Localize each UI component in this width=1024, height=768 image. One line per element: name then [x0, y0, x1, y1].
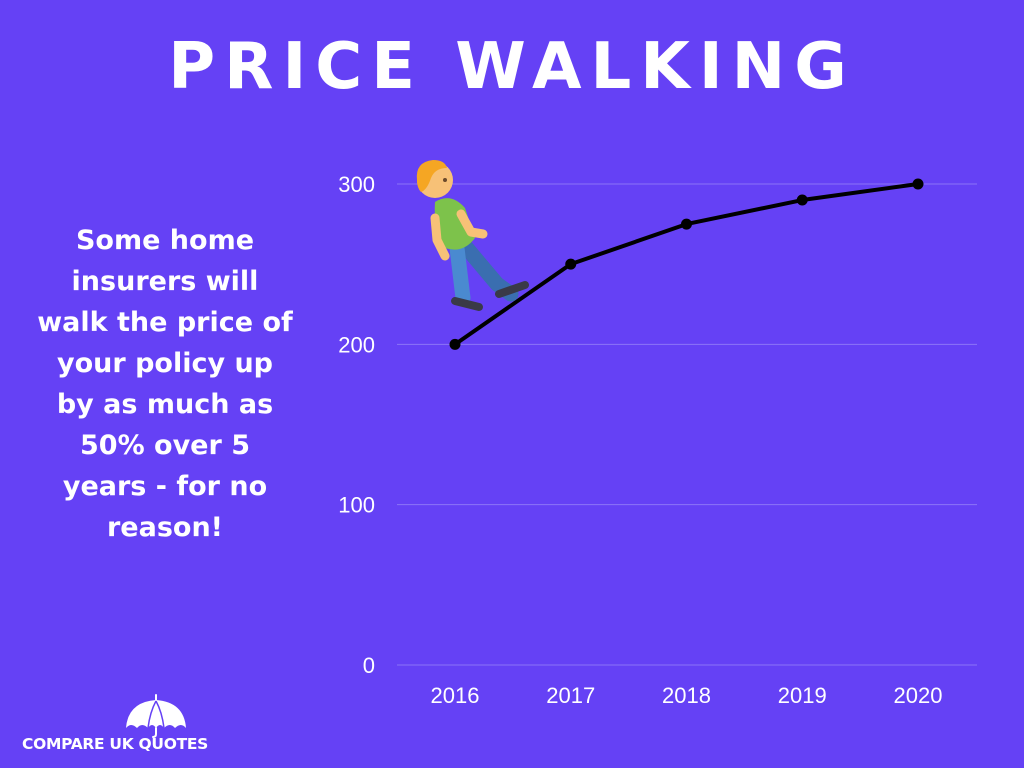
data-point	[565, 258, 577, 270]
data-point	[912, 178, 924, 190]
chart-y-axis: 0 100 200 300	[338, 172, 375, 678]
x-tick-label: 2018	[662, 683, 711, 708]
y-tick-label: 0	[363, 653, 375, 678]
brand-logo: COMPARE UK QUOTES	[22, 694, 222, 758]
chart-points	[449, 178, 924, 350]
data-point	[449, 338, 461, 350]
page-title: PRICE WALKING	[168, 30, 856, 104]
x-tick-label: 2020	[894, 683, 943, 708]
brand-name: COMPARE UK QUOTES	[22, 735, 208, 753]
data-point	[681, 218, 692, 230]
description-text: Some home insurers will walk the price o…	[37, 225, 293, 543]
brand-name-part1: COMPARE UK	[22, 735, 139, 753]
y-tick-label: 300	[338, 172, 375, 197]
data-point	[796, 194, 808, 206]
x-tick-label: 2016	[431, 683, 480, 708]
y-tick-label: 200	[338, 332, 375, 357]
x-tick-label: 2019	[778, 683, 827, 708]
walking-person-icon	[416, 160, 529, 311]
y-tick-label: 100	[338, 493, 375, 518]
umbrella-icon	[126, 694, 186, 738]
chart-x-axis: 2016 2017 2018 2019 2020	[431, 683, 943, 708]
x-tick-label: 2017	[546, 683, 595, 708]
brand-name-part2: QUOTES	[138, 735, 209, 753]
chart-gridlines	[397, 183, 977, 666]
